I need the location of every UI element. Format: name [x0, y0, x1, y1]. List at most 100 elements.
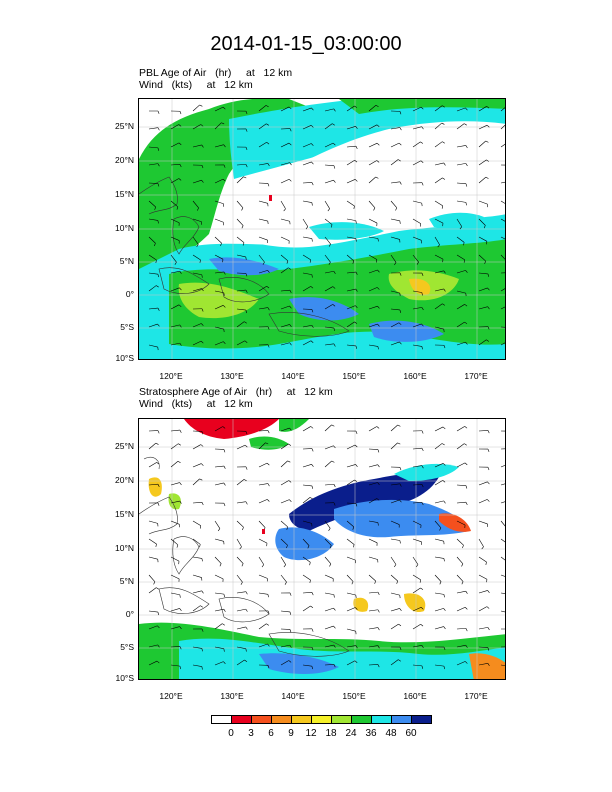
wind-barb — [280, 178, 290, 184]
wind-barb — [214, 661, 224, 666]
wind-barb-feather — [243, 176, 247, 179]
wind-barb-feather — [307, 545, 310, 549]
wind-barb — [412, 141, 421, 148]
wind-barb-feather — [377, 238, 379, 242]
wind-barb — [258, 218, 268, 222]
wind-barb-feather — [284, 581, 287, 585]
wind-barb — [214, 305, 224, 310]
wind-barb-feather — [223, 482, 226, 486]
wind-barb — [346, 254, 354, 262]
wind-barb — [412, 236, 422, 241]
wind-barb-feather — [244, 444, 248, 448]
wind-barb-feather — [155, 259, 157, 264]
wind-barb — [456, 501, 466, 504]
wind-barb-feather — [443, 345, 446, 349]
wind-barb — [214, 426, 223, 432]
wind-barb — [478, 574, 488, 580]
wind-barb-feather — [397, 442, 401, 445]
wind-barb-feather — [176, 544, 179, 548]
wind-barb — [148, 660, 158, 666]
wind-barb-feather — [399, 309, 402, 313]
wind-barb — [500, 254, 505, 260]
wind-barb — [236, 218, 244, 226]
wind-barb — [148, 182, 159, 184]
wind-barb — [412, 106, 422, 112]
wind-barb-feather — [355, 126, 358, 129]
wind-barb-feather — [442, 426, 446, 430]
wind-barb — [412, 587, 421, 594]
wind-barb — [236, 176, 244, 184]
wind-barb-feather — [487, 499, 490, 502]
wind-barb — [280, 305, 290, 310]
wind-barb-feather — [377, 464, 380, 468]
wind-barb — [324, 445, 334, 450]
wind-barb — [192, 124, 201, 130]
wind-barb-feather — [311, 125, 314, 128]
wind-barb — [368, 464, 378, 468]
wind-barb-feather — [201, 431, 204, 435]
wind-barb-feather — [262, 261, 265, 265]
wind-barb-feather — [333, 343, 336, 347]
wind-barb — [478, 306, 488, 310]
wind-barb-feather — [201, 558, 203, 562]
wind-barb — [302, 520, 312, 524]
wind-barb — [500, 200, 505, 204]
strat-red-spot — [262, 529, 265, 534]
strat-lon-140e: 140°E — [281, 691, 305, 701]
wind-barb — [258, 430, 269, 432]
wind-barb-feather — [178, 124, 182, 127]
wind-barb — [258, 307, 268, 310]
wind-barb — [280, 236, 290, 242]
wind-barb — [500, 574, 505, 577]
wind-barb-feather — [464, 462, 468, 466]
wind-barb — [258, 623, 267, 630]
wind-barb — [456, 290, 466, 294]
wind-barb — [302, 340, 312, 346]
wind-barb-feather — [487, 663, 490, 666]
wind-barb — [478, 499, 488, 504]
wind-barb-feather — [421, 292, 423, 296]
strat-lon-160e: 160°E — [403, 691, 427, 701]
wind-barb-feather — [245, 591, 248, 595]
strat-blue-west — [275, 527, 334, 561]
wind-barb-feather — [311, 182, 314, 186]
wind-barb — [280, 289, 290, 292]
wind-barb — [456, 462, 466, 468]
wind-barb — [214, 144, 224, 148]
wind-barb — [214, 556, 222, 564]
wind-barb-feather — [288, 660, 292, 663]
wind-barb — [434, 122, 442, 130]
page-title: 2014-01-15_03:00:00 — [210, 33, 402, 55]
wind-barb-feather — [461, 563, 464, 567]
wind-barb — [258, 285, 267, 292]
strat-lon-170e: 170°E — [464, 691, 488, 701]
wind-barb — [368, 448, 379, 450]
wind-barb-feather — [200, 444, 204, 447]
wind-barb-feather — [154, 243, 156, 247]
wind-barb — [170, 520, 180, 525]
wind-barb-feather — [310, 426, 314, 429]
wind-barb-feather — [465, 107, 468, 111]
wind-barb — [236, 556, 244, 564]
wind-barb-feather — [288, 267, 291, 270]
strat-lat-10n: 10°N — [115, 543, 134, 553]
wind-barb — [390, 254, 397, 263]
wind-barb-feather — [179, 429, 182, 433]
wind-barb — [236, 659, 245, 666]
wind-barb-feather — [329, 545, 332, 549]
wind-barb — [258, 520, 266, 528]
wind-barb — [324, 424, 332, 432]
wind-barb — [500, 592, 505, 594]
wind-barb — [302, 464, 312, 468]
strat-yellow-3 — [404, 593, 426, 613]
wind-barb-feather — [486, 106, 490, 109]
wind-barb-feather — [442, 303, 446, 306]
strat-yellow-2 — [353, 597, 369, 612]
wind-barb — [500, 538, 505, 543]
wind-barb-feather — [267, 163, 270, 167]
colorbar-label: 0 — [228, 728, 234, 739]
wind-barb — [368, 627, 378, 630]
wind-barb-feather — [443, 500, 446, 504]
wind-barb — [302, 125, 312, 130]
wind-barb — [368, 344, 378, 347]
